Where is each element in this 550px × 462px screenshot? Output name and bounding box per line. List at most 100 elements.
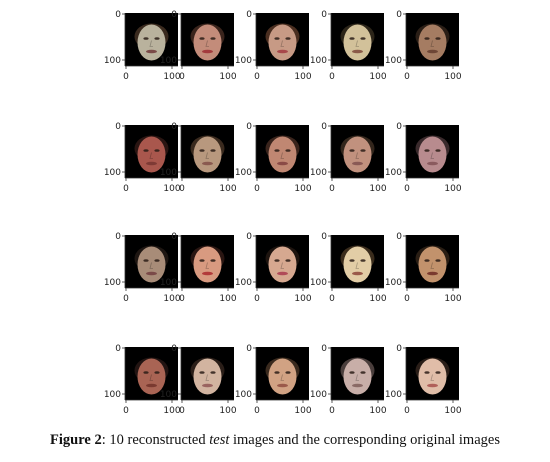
x-tick-label: 0 xyxy=(329,72,335,82)
x-tick-label: 0 xyxy=(404,184,410,194)
y-tick-label: 100 xyxy=(160,168,177,178)
image-panel xyxy=(403,347,459,403)
image-panel xyxy=(253,125,309,181)
x-tick-label: 0 xyxy=(179,72,185,82)
y-tick-label: 0 xyxy=(321,344,327,354)
x-tick-label: 100 xyxy=(369,406,386,416)
x-tick-label: 0 xyxy=(254,72,260,82)
x-tick-label: 0 xyxy=(123,72,129,82)
y-tick-label: 100 xyxy=(104,390,121,400)
face-icon xyxy=(415,245,450,283)
x-tick-label: 0 xyxy=(404,72,410,82)
x-tick-label: 100 xyxy=(294,184,311,194)
x-tick-label: 0 xyxy=(123,406,129,416)
face-icon xyxy=(340,135,375,173)
y-tick-label: 0 xyxy=(396,344,402,354)
x-tick-label: 0 xyxy=(254,294,260,304)
y-tick-label: 100 xyxy=(235,390,252,400)
image-panel xyxy=(178,347,234,403)
x-tick-label: 0 xyxy=(329,184,335,194)
y-tick-label: 0 xyxy=(321,232,327,242)
x-tick-label: 100 xyxy=(294,406,311,416)
x-tick-label: 100 xyxy=(294,294,311,304)
face-icon xyxy=(134,357,169,395)
y-tick-label: 100 xyxy=(310,390,327,400)
image-panel xyxy=(328,125,384,181)
y-tick-label: 0 xyxy=(396,122,402,132)
caption-emphasis: test xyxy=(209,432,230,448)
face-icon xyxy=(340,23,375,61)
image-panel xyxy=(122,125,178,181)
y-tick-label: 100 xyxy=(160,390,177,400)
image-panel xyxy=(122,347,178,403)
y-tick-label: 0 xyxy=(171,10,177,20)
x-tick-label: 100 xyxy=(219,406,236,416)
y-tick-label: 100 xyxy=(160,56,177,66)
y-tick-label: 0 xyxy=(171,232,177,242)
y-tick-label: 100 xyxy=(235,56,252,66)
y-tick-label: 0 xyxy=(171,344,177,354)
x-tick-label: 100 xyxy=(444,72,461,82)
y-tick-label: 0 xyxy=(321,122,327,132)
face-icon xyxy=(265,23,300,61)
y-tick-label: 100 xyxy=(310,56,327,66)
caption-text-2: images and the corresponding original im… xyxy=(229,432,500,448)
figure-caption: Figure 2: 10 reconstructed test images a… xyxy=(0,432,550,449)
y-tick-label: 100 xyxy=(385,168,402,178)
x-tick-label: 100 xyxy=(444,184,461,194)
x-tick-label: 100 xyxy=(219,184,236,194)
face-icon xyxy=(265,135,300,173)
y-tick-label: 100 xyxy=(310,278,327,288)
image-panel xyxy=(403,125,459,181)
image-panel xyxy=(253,13,309,69)
y-tick-label: 0 xyxy=(171,122,177,132)
face-icon xyxy=(190,245,225,283)
face-icon xyxy=(190,135,225,173)
x-tick-label: 0 xyxy=(254,406,260,416)
x-tick-label: 100 xyxy=(163,406,180,416)
face-icon xyxy=(415,135,450,173)
face-icon xyxy=(190,23,225,61)
image-panel xyxy=(178,125,234,181)
x-tick-label: 0 xyxy=(404,294,410,304)
x-tick-label: 0 xyxy=(179,294,185,304)
y-tick-label: 0 xyxy=(246,122,252,132)
x-tick-label: 100 xyxy=(444,294,461,304)
y-tick-label: 100 xyxy=(104,168,121,178)
y-tick-label: 0 xyxy=(396,232,402,242)
x-tick-label: 100 xyxy=(219,294,236,304)
image-panel xyxy=(122,13,178,69)
face-icon xyxy=(340,245,375,283)
face-icon xyxy=(190,357,225,395)
face-icon xyxy=(265,245,300,283)
x-tick-label: 100 xyxy=(369,184,386,194)
face-icon xyxy=(415,357,450,395)
x-tick-label: 0 xyxy=(329,406,335,416)
y-tick-label: 100 xyxy=(310,168,327,178)
image-panel xyxy=(328,235,384,291)
x-tick-label: 0 xyxy=(179,406,185,416)
face-icon xyxy=(134,245,169,283)
x-tick-label: 0 xyxy=(329,294,335,304)
image-panel xyxy=(328,13,384,69)
x-tick-label: 100 xyxy=(369,72,386,82)
y-tick-label: 100 xyxy=(160,278,177,288)
y-tick-label: 0 xyxy=(115,232,121,242)
image-panel xyxy=(403,13,459,69)
x-tick-label: 100 xyxy=(163,294,180,304)
y-tick-label: 100 xyxy=(104,56,121,66)
image-panel xyxy=(403,235,459,291)
image-panel xyxy=(178,235,234,291)
face-icon xyxy=(134,23,169,61)
x-tick-label: 100 xyxy=(163,184,180,194)
y-tick-label: 0 xyxy=(396,10,402,20)
y-tick-label: 100 xyxy=(385,390,402,400)
y-tick-label: 100 xyxy=(235,278,252,288)
y-tick-label: 100 xyxy=(104,278,121,288)
y-tick-label: 0 xyxy=(246,10,252,20)
x-tick-label: 0 xyxy=(123,294,129,304)
face-icon xyxy=(340,357,375,395)
x-tick-label: 100 xyxy=(369,294,386,304)
caption-text-1: : 10 reconstructed xyxy=(101,432,210,448)
